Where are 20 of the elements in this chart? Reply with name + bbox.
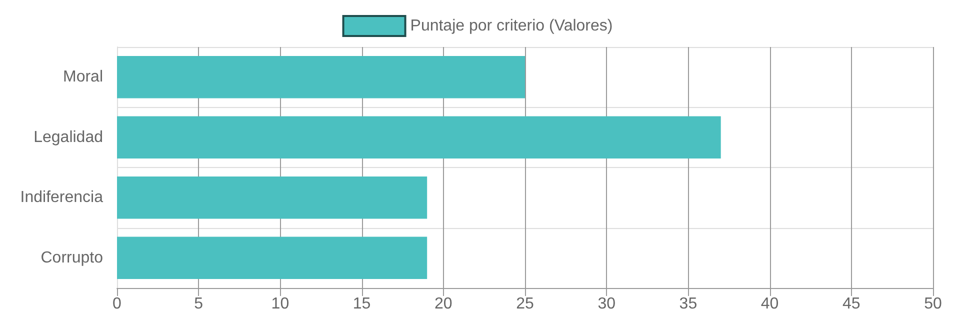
x-tick-label: 40 <box>760 296 779 312</box>
x-tick-label: 15 <box>352 296 371 312</box>
y-tick-label: Corrupto <box>40 249 104 266</box>
x-tick-label: 0 <box>112 296 122 312</box>
legend-label: Puntaje por criterio (Valores) <box>410 18 613 34</box>
y-tick-label: Moral <box>62 68 103 86</box>
y-tick-label: Legalidad <box>34 128 103 146</box>
bar <box>117 116 721 158</box>
x-tick-label: 25 <box>516 296 534 312</box>
x-tick-label: 50 <box>924 296 942 312</box>
bar <box>117 176 428 219</box>
x-tick-label: 5 <box>194 296 204 312</box>
y-tick-label: Indiferencia <box>20 189 104 206</box>
bar <box>117 56 525 98</box>
x-tick-label: 30 <box>598 296 616 312</box>
x-tick-label: 45 <box>842 296 860 312</box>
x-tick-label: 10 <box>271 296 290 312</box>
bar <box>117 236 428 279</box>
x-tick-label: 20 <box>434 296 452 312</box>
x-tick-label: 35 <box>679 296 698 312</box>
